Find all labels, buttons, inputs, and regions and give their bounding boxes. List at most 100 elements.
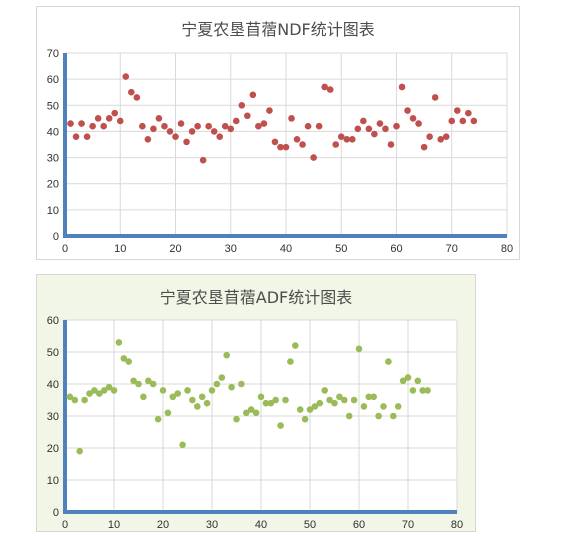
- ndf-data-point: [415, 120, 422, 127]
- ndf-y-tick-label: 50: [47, 100, 59, 112]
- adf-x-tick-label: 20: [157, 519, 169, 531]
- adf-data-point: [296, 406, 304, 413]
- ndf-data-point: [337, 133, 345, 140]
- ndf-data-point: [409, 115, 417, 122]
- ndf-data-point: [271, 138, 279, 146]
- adf-data-point: [135, 380, 142, 388]
- adf-data-point: [120, 355, 128, 362]
- ndf-data-point: [150, 125, 157, 133]
- ndf-data-point: [199, 156, 207, 164]
- ndf-data-point: [382, 125, 389, 133]
- adf-data-point: [66, 393, 74, 401]
- ndf-data-point: [116, 117, 124, 125]
- adf-data-point: [316, 399, 324, 407]
- ndf-data-point: [249, 91, 257, 99]
- adf-data-point: [233, 415, 240, 423]
- ndf-chart-panel: 宁夏农垦苜蓿NDF统计图表 0 10 20 30 40 50 60 70 0 10 20 30 40 50…: [36, 6, 520, 260]
- ndf-data-point: [293, 135, 301, 143]
- ndf-data-point: [194, 122, 201, 130]
- adf-data-point: [96, 390, 103, 397]
- ndf-x-tick-label: 70: [446, 243, 458, 255]
- adf-data-point: [184, 387, 191, 394]
- adf-x-tick-label: 70: [402, 519, 414, 531]
- adf-data-point: [164, 409, 172, 417]
- adf-y-tick-label: 30: [47, 411, 59, 423]
- ndf-data-point: [105, 115, 113, 122]
- ndf-x-tick-label: 30: [225, 243, 237, 255]
- adf-data-point: [345, 412, 353, 420]
- adf-y-tick-label: 50: [47, 347, 59, 359]
- adf-data-point: [390, 412, 397, 420]
- ndf-data-point: [371, 130, 378, 138]
- ndf-data-point: [205, 122, 212, 130]
- adf-data-point: [365, 393, 373, 401]
- ndf-y-tick-label: 20: [47, 179, 59, 191]
- adf-x-tick-label: 10: [108, 519, 120, 531]
- adf-data-point: [262, 399, 270, 407]
- ndf-data-point: [111, 109, 119, 117]
- ndf-x-tick-label: 40: [280, 243, 292, 255]
- ndf-data-point: [139, 122, 146, 130]
- ndf-data-point: [155, 115, 163, 122]
- ndf-data-point: [365, 125, 373, 133]
- ndf-data-point: [431, 94, 439, 101]
- ndf-data-point: [166, 128, 174, 135]
- ndf-data-point: [210, 128, 218, 135]
- adf-data-point: [399, 377, 407, 385]
- ndf-data-point: [299, 141, 306, 148]
- ndf-data-point: [216, 133, 223, 140]
- adf-x-tick-label: 30: [206, 519, 218, 531]
- ndf-data-point: [172, 133, 179, 140]
- adf-data-point: [301, 415, 309, 423]
- adf-data-point: [341, 396, 348, 404]
- ndf-data-point: [448, 117, 456, 125]
- adf-data-point: [86, 390, 93, 397]
- ndf-data-point: [288, 115, 295, 122]
- ndf-x-tick-label: 20: [169, 243, 181, 255]
- ndf-data-point: [238, 101, 246, 109]
- ndf-x-tick-label: 50: [335, 243, 347, 255]
- adf-data-point: [360, 403, 368, 410]
- adf-data-point: [282, 396, 289, 404]
- adf-data-point: [267, 399, 275, 407]
- adf-data-point: [223, 351, 230, 359]
- adf-data-point: [174, 390, 181, 397]
- adf-data-point: [292, 342, 299, 349]
- ndf-data-point: [426, 133, 433, 140]
- ndf-data-point: [221, 122, 229, 130]
- adf-x-tick-label: 60: [353, 519, 365, 531]
- ndf-data-point: [326, 86, 334, 93]
- ndf-data-point: [354, 125, 362, 133]
- adf-chart-panel: 宁夏农垦苜蓿ADF统计图表 0 10 20 30 40 50 60 0 10 20 30 40 50 60…: [36, 274, 476, 532]
- adf-data-point: [326, 396, 333, 404]
- adf-data-point: [355, 345, 363, 353]
- adf-scatter-plot: 0 10 20 30 40 50 60 0 10 20 30 40 50 60 70 80: [47, 315, 463, 531]
- ndf-x-tick-label: 60: [390, 243, 402, 255]
- adf-data-point: [238, 380, 245, 388]
- ndf-data-point: [437, 135, 445, 143]
- ndf-data-point: [349, 135, 356, 143]
- adf-data-point: [115, 339, 123, 346]
- adf-data-point: [321, 387, 329, 394]
- adf-y-tick-label: 0: [53, 507, 59, 519]
- adf-data-point: [125, 358, 132, 365]
- adf-data-point: [194, 403, 201, 410]
- ndf-data-point: [161, 122, 168, 130]
- adf-data-point: [105, 383, 113, 391]
- ndf-data-point: [398, 83, 406, 91]
- adf-data-point: [130, 377, 137, 385]
- ndf-data-point: [94, 115, 102, 122]
- ndf-data-point: [376, 120, 384, 127]
- adf-data-point: [277, 422, 284, 429]
- adf-data-point: [350, 396, 358, 404]
- ndf-data-point: [321, 83, 328, 91]
- ndf-data-point: [72, 133, 80, 140]
- adf-data-point: [424, 387, 431, 394]
- adf-data-point: [208, 387, 216, 394]
- ndf-data-point: [304, 122, 312, 130]
- ndf-data-point: [89, 122, 96, 130]
- adf-data-point: [306, 406, 314, 413]
- adf-data-point: [394, 403, 402, 410]
- adf-data-point: [76, 447, 83, 455]
- adf-data-point: [149, 380, 157, 388]
